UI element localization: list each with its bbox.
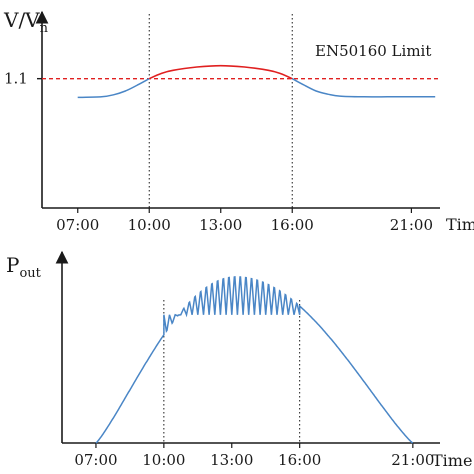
voltage-y-ticks: 1.1 [4,70,42,88]
power-series-line [95,276,414,444]
voltage-x-tick-label: 07:00 [56,216,99,234]
voltage-x-tick-label: 13:00 [199,216,242,234]
power-ylabel-main: P [6,253,19,277]
power-x-tick-label: 21:00 [391,451,434,469]
power-chart: Pout Time 07:00 10:00 13:00 16:00 21:00 [6,250,472,470]
voltage-ylabel-main: V/V [3,8,40,32]
power-x-tick-label: 07:00 [74,451,117,469]
voltage-x-tick-label: 21:00 [390,216,433,234]
voltage-x-axis-label: Time [446,215,474,234]
voltage-curtailment-markers [148,14,293,208]
voltage-series-line [77,78,436,99]
power-curtailment-markers [163,300,301,443]
power-x-tick-label: 13:00 [210,451,253,469]
voltage-series-overlimit [148,64,293,80]
power-x-tick-label: 10:00 [142,451,185,469]
voltage-x-ticks: 07:00 10:00 13:00 16:00 21:00 [56,208,433,234]
voltage-x-tick-label: 16:00 [271,216,314,234]
voltage-y-axis-label: V/Vn [3,8,49,36]
voltage-chart: V/Vn Time 1.1 07:0010:0013:0016:0021:00 … [3,8,474,234]
svg-text:V/Vn: V/Vn [3,8,49,36]
svg-text:Pout: Pout [6,253,42,281]
voltage-y-tick-label: 1.1 [4,70,28,88]
power-x-tick-label: 16:00 [278,451,321,469]
limit-label: EN50160 Limit [315,42,431,60]
voltage-x-tick-label: 10:00 [128,216,171,234]
voltage-ylabel-sub: n [40,21,49,36]
power-y-axis-label: Pout [6,253,42,281]
power-x-axis-label: Time [432,451,472,470]
power-ylabel-sub: out [19,266,41,281]
power-x-ticks: 07:00 10:00 13:00 16:00 21:00 [74,443,434,469]
